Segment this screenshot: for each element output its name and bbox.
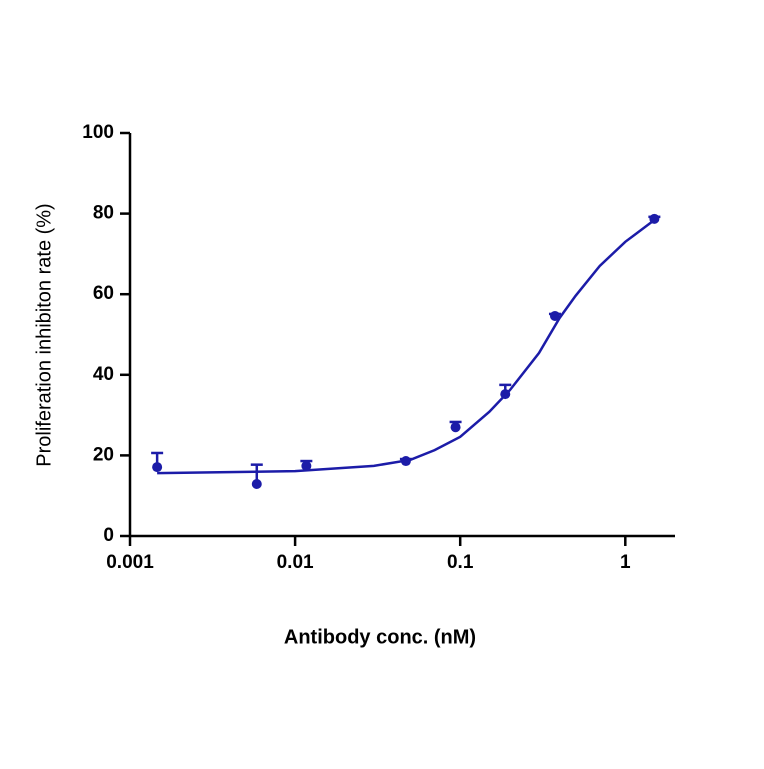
y-tick-label: 100: [82, 122, 114, 143]
y-tick-label: 60: [93, 283, 114, 304]
x-tick-label: 1: [620, 552, 631, 573]
y-axis-label: Proliferation inhibiton rate (%): [33, 203, 55, 466]
point: [301, 460, 312, 471]
y-tick-label: 80: [93, 203, 114, 224]
y-tick-label: 20: [93, 444, 114, 465]
y-tick-label: 0: [103, 525, 114, 546]
point: [400, 456, 411, 467]
point: [251, 479, 262, 490]
point: [152, 462, 163, 473]
point: [549, 310, 560, 321]
x-tick-label: 0.001: [106, 552, 154, 573]
x-axis-label: Antibody conc. (nM): [284, 626, 476, 648]
y-tick-label: 40: [93, 364, 114, 385]
fit-curve: [157, 219, 656, 475]
point: [500, 389, 511, 400]
x-tick-label: 0.1: [447, 552, 474, 573]
point: [450, 422, 461, 433]
point: [649, 213, 660, 224]
x-tick-label: 0.01: [277, 552, 314, 573]
